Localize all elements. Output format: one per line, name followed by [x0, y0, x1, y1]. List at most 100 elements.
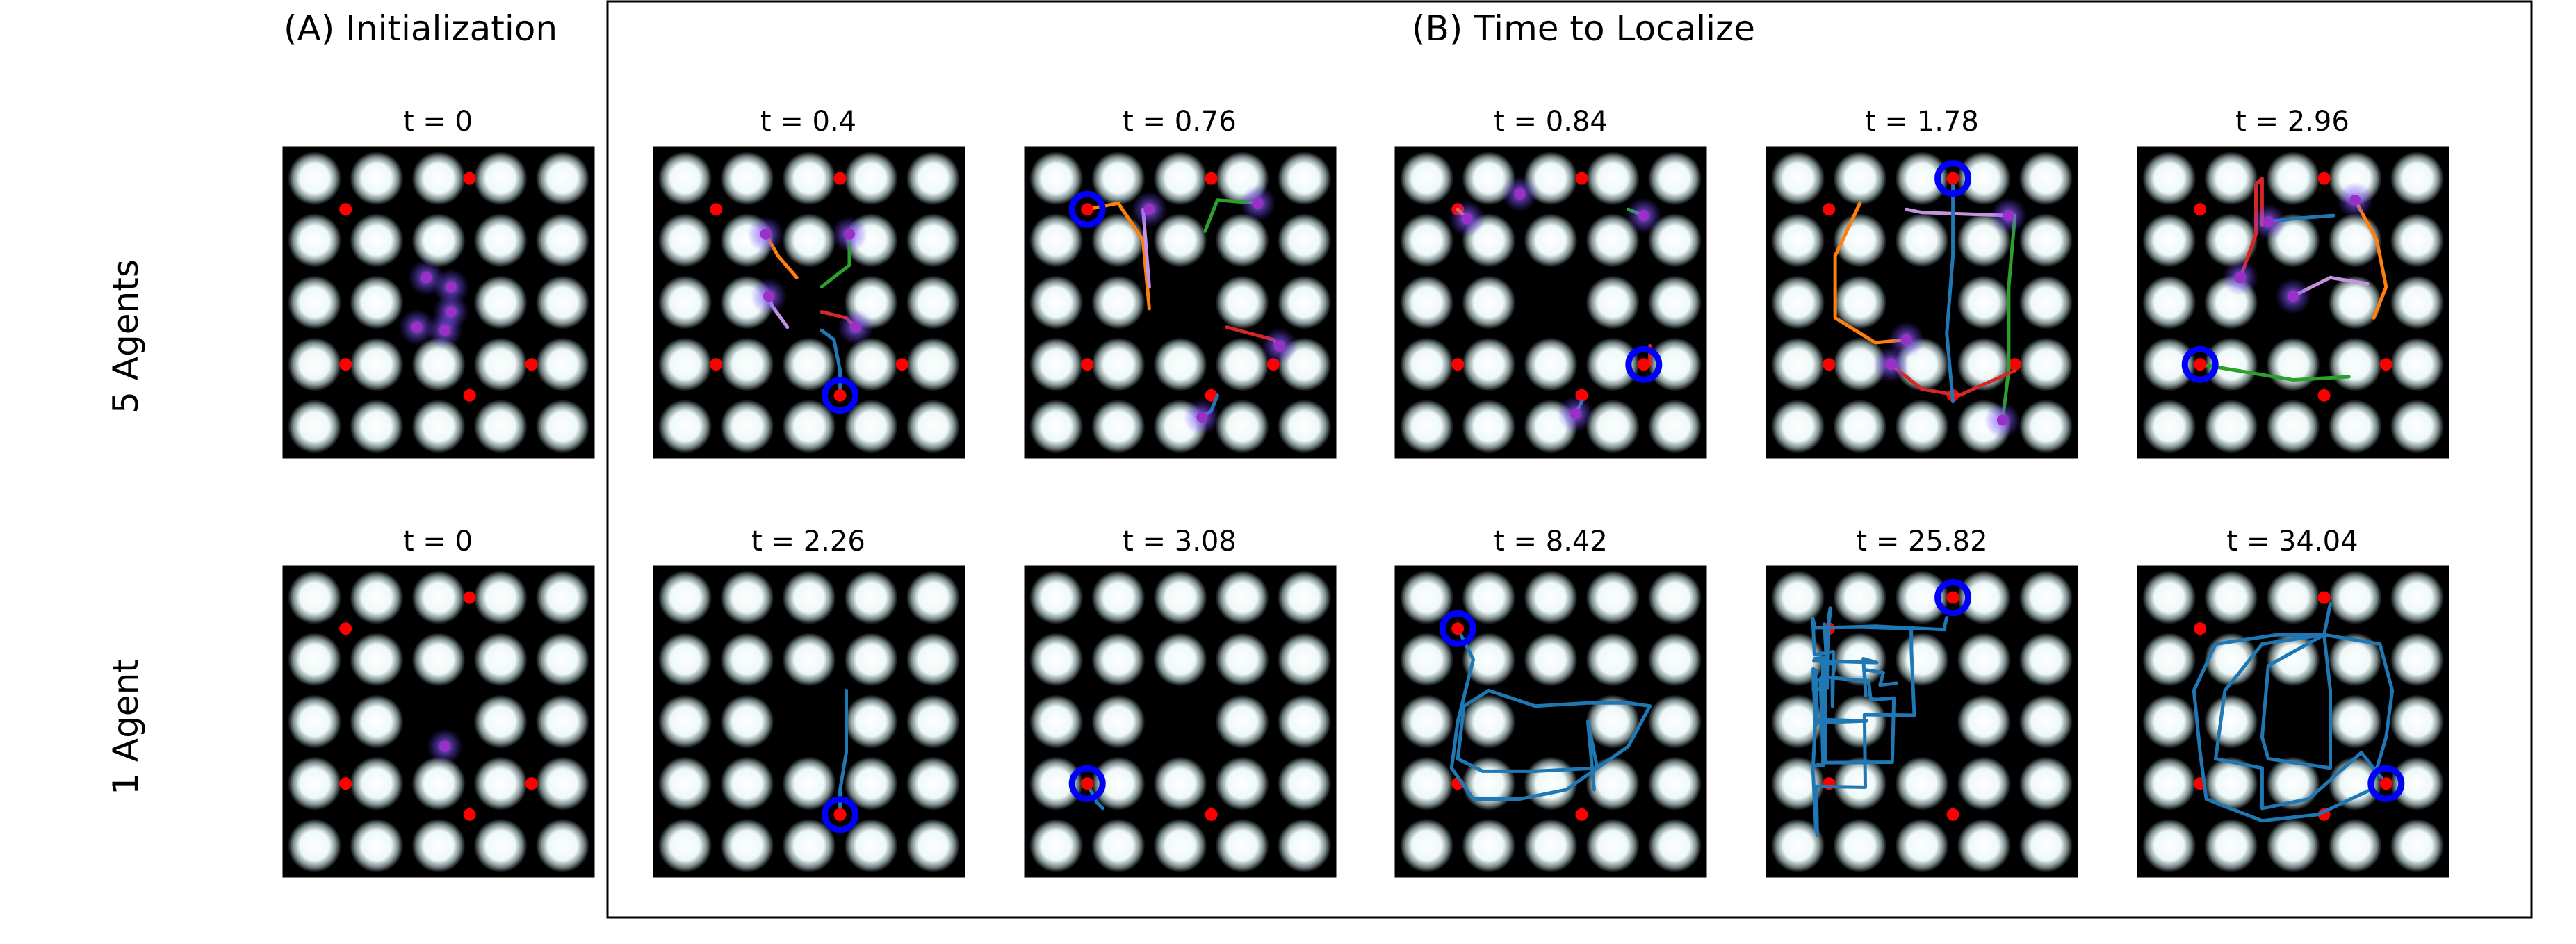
- floor-tile: [1277, 213, 1331, 268]
- agent-marker: [1900, 334, 1912, 345]
- localized-ring: [2367, 765, 2405, 802]
- floor-tile: [1029, 694, 1084, 749]
- panel-title: t = 25.82: [1856, 526, 1987, 558]
- floor-tile: [411, 818, 466, 872]
- source-marker: [710, 358, 723, 371]
- panel-frame: [282, 146, 595, 459]
- floor-tile: [720, 571, 774, 625]
- floor-tile: [350, 275, 404, 329]
- floor-tile: [2142, 818, 2196, 872]
- floor-tile: [1029, 152, 1084, 206]
- floor-tile: [1585, 571, 1640, 625]
- agent-marker: [1273, 340, 1285, 352]
- floor-tile: [1215, 337, 1269, 391]
- floor-tile: [2204, 152, 2258, 206]
- source-marker: [2194, 203, 2207, 216]
- source-marker: [525, 777, 538, 790]
- floor-tile: [1895, 633, 1949, 687]
- floor-tile: [1277, 571, 1331, 625]
- agent-marker: [1996, 414, 2008, 426]
- floor-tile: [1647, 818, 1702, 872]
- floor-tile: [1771, 152, 1825, 206]
- panel-title: t = 2.26: [751, 526, 865, 558]
- floor-tile: [1277, 818, 1331, 872]
- floor-tile: [2019, 818, 2073, 872]
- floor-tile: [1277, 399, 1331, 453]
- floor-tile: [535, 694, 589, 749]
- source-marker: [2194, 622, 2207, 635]
- floor-tile: [658, 213, 712, 268]
- floor-tile: [2204, 818, 2258, 872]
- floor-tile: [782, 152, 836, 206]
- floor-tile: [658, 152, 712, 206]
- floor-tile: [658, 275, 712, 329]
- floor-tile: [1153, 213, 1207, 268]
- floor-tile: [1895, 213, 1949, 268]
- floor-tile: [1400, 818, 1454, 872]
- floor-tile: [782, 818, 836, 872]
- floor-tile: [1091, 818, 1146, 872]
- localized-ring: [1439, 610, 1476, 647]
- source-marker: [1205, 172, 1218, 185]
- localized-ring: [2181, 345, 2219, 383]
- source-marker: [1637, 358, 1650, 371]
- floor-tile: [535, 756, 589, 811]
- floor-tile: [1153, 337, 1207, 391]
- panels: [282, 146, 2449, 878]
- agent-marker: [1252, 197, 1264, 209]
- agent-trail: [1085, 781, 1104, 811]
- floor-tile: [2328, 694, 2382, 749]
- floor-tile: [1647, 152, 1702, 206]
- agent-trail: [1449, 626, 1652, 801]
- floor-tile: [1585, 633, 1640, 687]
- floor-tile: [2142, 694, 2196, 749]
- floor-tile: [658, 337, 712, 391]
- agent-marker: [1461, 213, 1473, 225]
- floor-tile: [844, 818, 898, 872]
- floor-tile: [350, 152, 404, 206]
- floor-tile: [782, 337, 836, 391]
- floor-tile: [1400, 152, 1454, 206]
- floor-tile: [1462, 571, 1516, 625]
- floor-tile: [720, 756, 774, 811]
- floor-tile: [1833, 571, 1887, 625]
- floor-tile: [1833, 818, 1887, 872]
- panel-frame: [653, 146, 965, 459]
- floor-tile: [720, 152, 774, 206]
- floor-tile: [350, 213, 404, 268]
- panel-frame: [1394, 146, 1707, 459]
- localized-ring: [1934, 579, 1972, 617]
- floor-tile: [1091, 571, 1146, 625]
- panel-title: t = 3.08: [1123, 526, 1237, 558]
- floor-tile: [1524, 337, 1578, 391]
- panel-frame: [1766, 146, 2078, 459]
- agent-marker: [411, 321, 423, 333]
- source-marker: [1946, 808, 1959, 821]
- floor-tile: [1957, 633, 2011, 687]
- floor-tile: [535, 818, 589, 872]
- panel-title: t = 0: [403, 526, 473, 558]
- floor-tile: [2019, 571, 2073, 625]
- floor-tile: [1957, 337, 2011, 391]
- floor-tile: [844, 571, 898, 625]
- floor-tile: [411, 571, 466, 625]
- floor-tile: [535, 399, 589, 453]
- floor-tile: [1215, 213, 1269, 268]
- panel-frame: [1394, 565, 1707, 878]
- floor-tile: [288, 571, 342, 625]
- agent-marker: [439, 740, 450, 752]
- source-marker: [1823, 203, 1836, 216]
- floor-tile: [1771, 275, 1825, 329]
- floor-tile: [2142, 633, 2196, 687]
- floor-tile: [288, 275, 342, 329]
- floor-tile: [2328, 275, 2382, 329]
- floor-tile: [1277, 756, 1331, 811]
- floor-tile: [1215, 571, 1269, 625]
- floor-tile: [288, 337, 342, 391]
- floor-tile: [2142, 571, 2196, 625]
- sim-panel: [653, 565, 965, 878]
- floor-tile: [1029, 571, 1084, 625]
- floor-tile: [411, 213, 466, 268]
- floor-tile: [2266, 337, 2320, 391]
- floor-tile: [1647, 399, 1702, 453]
